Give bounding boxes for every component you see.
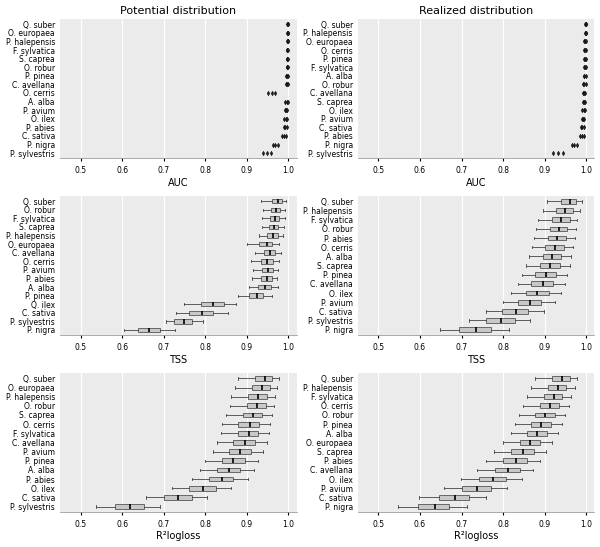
- PathPatch shape: [550, 226, 568, 231]
- PathPatch shape: [556, 208, 573, 213]
- PathPatch shape: [460, 327, 491, 332]
- PathPatch shape: [548, 236, 566, 241]
- PathPatch shape: [115, 504, 143, 509]
- PathPatch shape: [222, 458, 245, 463]
- PathPatch shape: [535, 272, 556, 277]
- PathPatch shape: [545, 245, 564, 249]
- PathPatch shape: [259, 242, 272, 246]
- PathPatch shape: [502, 309, 528, 314]
- PathPatch shape: [439, 495, 469, 500]
- PathPatch shape: [262, 267, 273, 272]
- PathPatch shape: [238, 431, 259, 435]
- PathPatch shape: [269, 225, 278, 229]
- PathPatch shape: [261, 259, 273, 264]
- PathPatch shape: [503, 458, 527, 463]
- PathPatch shape: [242, 412, 262, 417]
- PathPatch shape: [190, 486, 215, 491]
- PathPatch shape: [175, 319, 192, 324]
- PathPatch shape: [535, 412, 555, 417]
- PathPatch shape: [264, 251, 275, 255]
- PathPatch shape: [532, 282, 553, 286]
- X-axis label: R²logloss: R²logloss: [454, 532, 498, 542]
- PathPatch shape: [247, 404, 266, 408]
- PathPatch shape: [271, 207, 280, 212]
- PathPatch shape: [251, 385, 270, 390]
- PathPatch shape: [539, 404, 559, 408]
- PathPatch shape: [542, 254, 561, 259]
- PathPatch shape: [269, 216, 279, 220]
- PathPatch shape: [272, 199, 282, 203]
- PathPatch shape: [463, 486, 491, 491]
- PathPatch shape: [527, 431, 547, 435]
- Title: Realized distribution: Realized distribution: [419, 5, 533, 15]
- PathPatch shape: [511, 449, 534, 454]
- PathPatch shape: [255, 376, 272, 381]
- PathPatch shape: [190, 311, 214, 315]
- PathPatch shape: [552, 376, 569, 381]
- PathPatch shape: [561, 199, 576, 204]
- PathPatch shape: [217, 468, 241, 472]
- X-axis label: TSS: TSS: [169, 354, 187, 364]
- PathPatch shape: [233, 440, 255, 445]
- PathPatch shape: [249, 293, 263, 298]
- PathPatch shape: [544, 394, 562, 399]
- PathPatch shape: [526, 290, 549, 295]
- PathPatch shape: [209, 476, 233, 481]
- X-axis label: TSS: TSS: [467, 354, 485, 364]
- PathPatch shape: [495, 468, 520, 472]
- PathPatch shape: [418, 504, 449, 509]
- PathPatch shape: [539, 263, 560, 268]
- PathPatch shape: [532, 422, 551, 427]
- PathPatch shape: [552, 217, 569, 222]
- PathPatch shape: [229, 449, 251, 454]
- Title: Potential distribution: Potential distribution: [120, 5, 236, 15]
- PathPatch shape: [138, 328, 160, 332]
- PathPatch shape: [238, 422, 259, 427]
- PathPatch shape: [259, 285, 271, 289]
- PathPatch shape: [164, 495, 192, 500]
- X-axis label: R²logloss: R²logloss: [156, 532, 200, 542]
- PathPatch shape: [479, 476, 506, 481]
- PathPatch shape: [520, 440, 541, 445]
- PathPatch shape: [548, 385, 566, 390]
- X-axis label: AUC: AUC: [466, 178, 487, 188]
- PathPatch shape: [201, 302, 224, 306]
- PathPatch shape: [261, 276, 272, 281]
- X-axis label: AUC: AUC: [168, 178, 188, 188]
- PathPatch shape: [518, 300, 541, 305]
- PathPatch shape: [248, 394, 266, 399]
- PathPatch shape: [487, 318, 515, 323]
- PathPatch shape: [268, 233, 278, 238]
